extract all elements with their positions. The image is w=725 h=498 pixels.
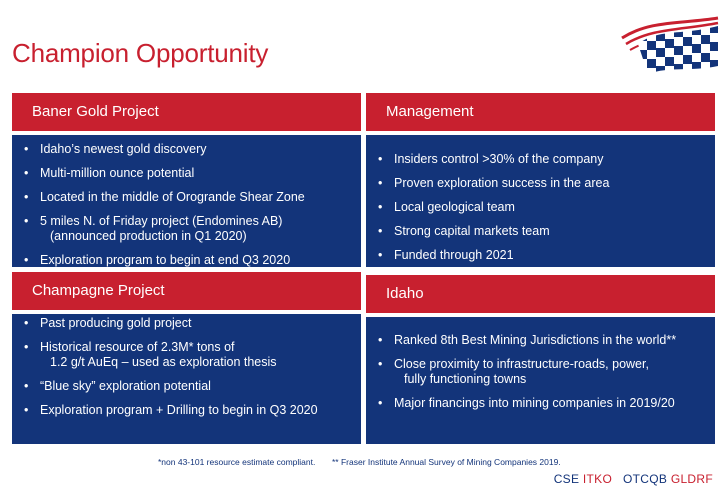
list-item: Insiders control >30% of the company: [366, 152, 715, 167]
page-title: Champion Opportunity: [12, 38, 269, 68]
exchange-tickers: CSE ITKO OTCQB GLDRF: [554, 472, 713, 486]
footnote-resource: *non 43-101 resource estimate compliant.: [158, 457, 316, 467]
list-item: Exploration program + Drilling to begin …: [12, 403, 361, 418]
footnote-fraser: ** Fraser Institute Annual Survey of Min…: [332, 457, 561, 467]
panel-heading: Baner Gold Project: [12, 93, 361, 131]
list-item-continuation: fully functioning towns: [404, 372, 527, 386]
list-item: Idaho’s newest gold discovery: [12, 142, 361, 157]
list-item: “Blue sky” exploration potential: [12, 379, 361, 394]
otc-ticker: GLDRF: [670, 472, 713, 486]
list-item: Exploration program to begin at end Q3 2…: [12, 253, 361, 268]
panel-champagne-project: Champagne Project Past producing gold pr…: [12, 272, 361, 444]
list-item: Funded through 2021: [366, 248, 715, 263]
list-item: 5 miles N. of Friday project (Endomines …: [12, 214, 361, 229]
panel-body: Ranked 8th Best Mining Jurisdictions in …: [366, 317, 715, 444]
list-item-continuation: (announced production in Q1 2020): [50, 229, 247, 243]
panel-heading: Management: [366, 93, 715, 131]
list-item: Past producing gold project: [12, 316, 361, 331]
checkered-flag-logo-icon: [621, 16, 719, 74]
list-item: Located in the middle of Orogrande Shear…: [12, 190, 361, 205]
list-item: Ranked 8th Best Mining Jurisdictions in …: [366, 333, 715, 348]
list-item: Close proximity to infrastructure-roads,…: [366, 357, 715, 372]
panel-management: Management Insiders control >30% of the …: [366, 93, 715, 267]
list-item: Multi-million ounce potential: [12, 166, 361, 181]
list-item: Historical resource of 2.3M* tons of: [12, 340, 361, 355]
panel-body: Idaho’s newest gold discovery Multi-mill…: [12, 135, 361, 268]
list-item: Local geological team: [366, 200, 715, 215]
cse-label: CSE: [553, 472, 580, 486]
list-item: Proven exploration success in the area: [366, 176, 715, 191]
panel-baner-gold-project: Baner Gold Project Idaho’s newest gold d…: [12, 93, 361, 268]
panel-body: Insiders control >30% of the company Pro…: [366, 135, 715, 267]
list-item: Major financings into mining companies i…: [366, 396, 715, 411]
otc-label: OTCQB: [623, 472, 668, 486]
list-item: Strong capital markets team: [366, 224, 715, 239]
list-item-continuation: 1.2 g/t AuEq – used as exploration thesi…: [50, 355, 277, 369]
panel-heading: Champagne Project: [12, 272, 361, 310]
panel-body: Past producing gold project Historical r…: [12, 314, 361, 444]
panel-heading: Idaho: [366, 275, 715, 313]
panel-idaho: Idaho Ranked 8th Best Mining Jurisdictio…: [366, 275, 715, 444]
cse-ticker: ITKO: [582, 472, 613, 486]
